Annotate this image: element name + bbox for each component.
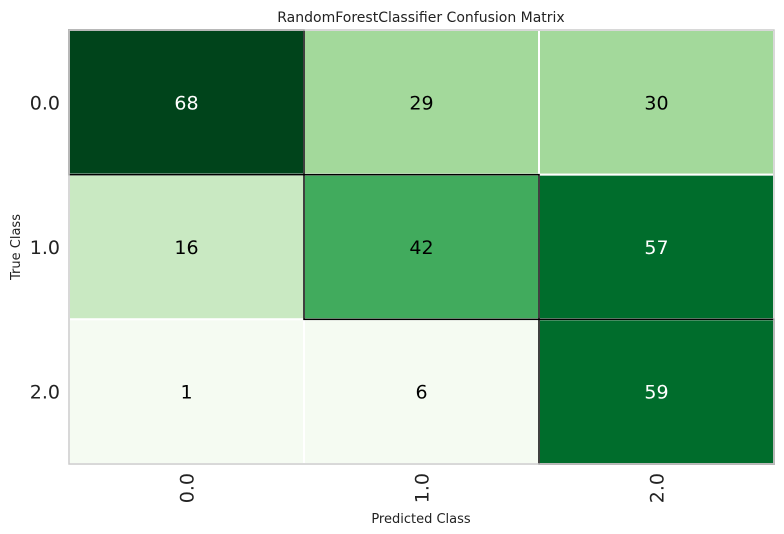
y-tick-label: 1.0 <box>30 237 60 259</box>
heatmap-cell-r2-c1 <box>303 318 540 466</box>
cell-value-r1-c2: 57 <box>644 237 668 259</box>
y-tick-label: 2.0 <box>30 382 60 404</box>
x-tick-labels: 0.0 1.0 2.0 <box>177 473 669 503</box>
x-tick-label: 0.0 <box>177 473 199 503</box>
heatmap-cell-r0-c1 <box>303 29 540 176</box>
plot-frame <box>68 29 775 465</box>
cell-value-r0-c0: 68 <box>174 92 198 114</box>
cell-value-r1-c1: 42 <box>409 237 433 259</box>
cell-value-r2-c1: 6 <box>415 382 427 404</box>
cell-value-r0-c2: 30 <box>644 92 668 114</box>
heatmap-cell-r1-c1 <box>303 173 540 321</box>
heatmap-cell-r1-c0 <box>68 173 305 321</box>
x-axis-label: Predicted Class <box>371 512 471 527</box>
cell-value-r1-c0: 16 <box>174 237 198 259</box>
heatmap-cell-r1-c2 <box>538 173 775 321</box>
diagonal-outline-1 <box>303 173 540 321</box>
heatmap-cell-r0-c0 <box>68 29 305 176</box>
y-tick-labels: 0.0 1.0 2.0 <box>30 92 60 403</box>
y-axis-label: True Class <box>9 214 24 281</box>
x-tick-label: 1.0 <box>412 473 434 503</box>
chart-title: RandomForestClassifier Confusion Matrix <box>277 10 564 26</box>
x-tick-label: 2.0 <box>647 473 669 503</box>
y-tick-label: 0.0 <box>30 92 60 114</box>
cell-value-r0-c1: 29 <box>409 92 433 114</box>
cell-value-r2-c0: 1 <box>180 382 192 404</box>
cell-value-r2-c2: 59 <box>644 382 668 404</box>
